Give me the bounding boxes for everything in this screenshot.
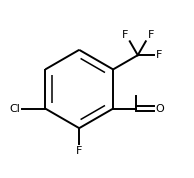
Text: F: F: [148, 30, 154, 40]
Text: F: F: [122, 30, 128, 40]
Text: F: F: [76, 146, 82, 156]
Text: F: F: [156, 50, 162, 60]
Text: Cl: Cl: [10, 104, 20, 114]
Text: O: O: [156, 104, 165, 114]
